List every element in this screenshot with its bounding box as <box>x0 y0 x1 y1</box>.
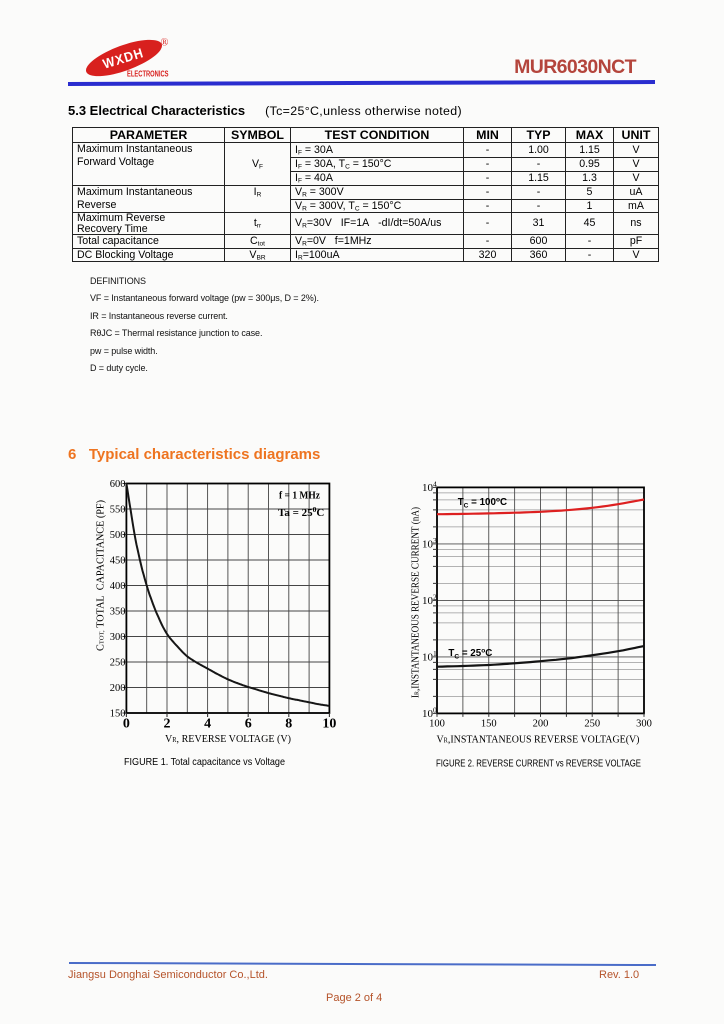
svg-text:FIGURE 1. Total capacitance vs: FIGURE 1. Total capacitance vs Voltage <box>124 756 285 768</box>
svg-text:TC = 100oC: TC = 100oC <box>458 497 507 510</box>
svg-text:150: 150 <box>110 708 126 719</box>
svg-text:300: 300 <box>636 719 652 730</box>
svg-text:8: 8 <box>285 717 292 732</box>
svg-text:103: 103 <box>422 536 437 551</box>
svg-text:VR,INSTANTANEOUS REVERSE VOLTA: VR,INSTANTANEOUS REVERSE VOLTAGE(V) <box>437 734 640 746</box>
svg-text:0: 0 <box>123 717 130 732</box>
svg-text:100: 100 <box>429 719 445 730</box>
svg-text:ELECTRONICS: ELECTRONICS <box>127 70 169 79</box>
svg-text:350: 350 <box>110 606 126 617</box>
svg-text:550: 550 <box>110 504 126 515</box>
svg-text:CTOT, TOTAL CAPACITANCE (PF): CTOT, TOTAL CAPACITANCE (PF) <box>96 500 107 651</box>
svg-text:500: 500 <box>110 530 126 541</box>
svg-text:300: 300 <box>110 632 126 643</box>
svg-text:Ta = 250C: Ta = 250C <box>278 505 324 519</box>
svg-text:104: 104 <box>422 479 437 494</box>
svg-text:2: 2 <box>164 717 171 732</box>
svg-text:600: 600 <box>110 479 126 490</box>
svg-text:200: 200 <box>533 719 549 730</box>
svg-text:200: 200 <box>110 683 126 694</box>
svg-text:250: 250 <box>110 657 126 668</box>
svg-text:102: 102 <box>422 592 437 607</box>
svg-text:4: 4 <box>204 717 211 732</box>
svg-text:6: 6 <box>245 717 252 732</box>
svg-text:IR,INSTANTANEOUS REVERSE CURRE: IR,INSTANTANEOUS REVERSE CURRENT (nA) <box>411 507 422 698</box>
svg-text:10: 10 <box>322 717 336 732</box>
svg-text:VR, REVERSE VOLTAGE (V): VR, REVERSE VOLTAGE (V) <box>165 733 291 745</box>
svg-text:250: 250 <box>584 719 600 730</box>
svg-text:FIGURE 2. REVERSE CURRENT vs R: FIGURE 2. REVERSE CURRENT vs REVERSE VOL… <box>436 758 641 770</box>
svg-text:f = 1 MHz: f = 1 MHz <box>279 490 320 502</box>
svg-text:®: ® <box>161 38 169 49</box>
svg-text:TC = 25oC: TC = 25oC <box>448 648 492 661</box>
svg-text:101: 101 <box>422 649 437 664</box>
svg-text:150: 150 <box>481 719 497 730</box>
svg-text:450: 450 <box>110 555 126 566</box>
svg-text:400: 400 <box>110 581 126 592</box>
